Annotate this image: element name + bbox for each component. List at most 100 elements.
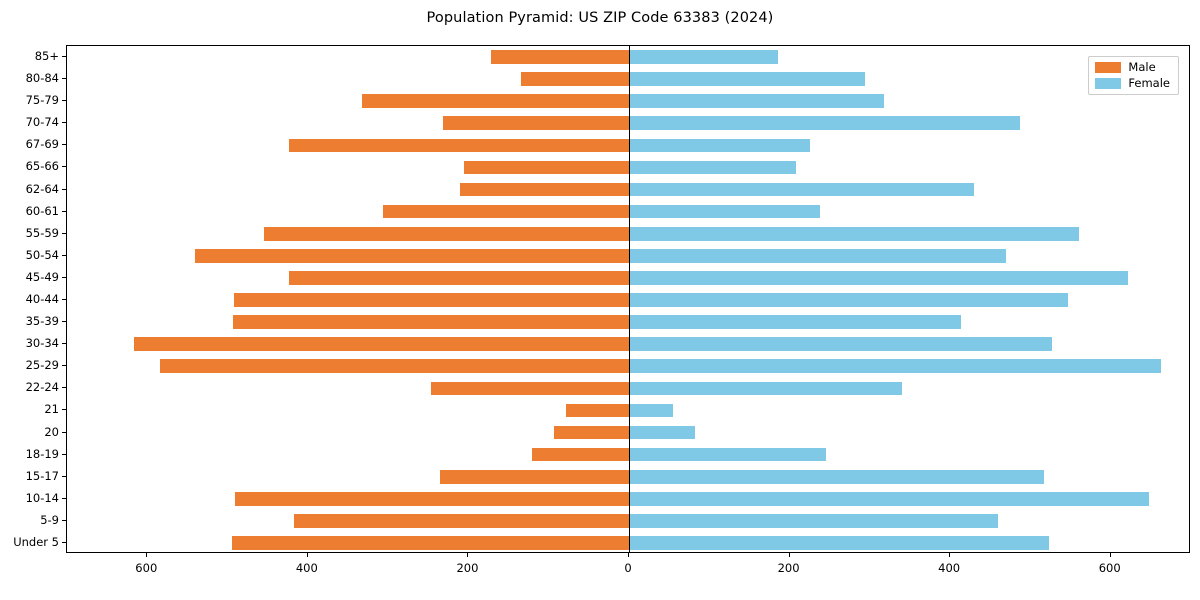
y-axis-tick bbox=[62, 122, 66, 124]
bar-female-85- bbox=[629, 50, 778, 64]
y-axis-tick bbox=[62, 166, 66, 168]
y-axis-tick bbox=[62, 431, 66, 433]
bar-female-60-61 bbox=[629, 204, 821, 219]
y-axis-label-21: 21 bbox=[44, 402, 59, 417]
bar-female-10-14 bbox=[629, 491, 1150, 506]
chart-title: Population Pyramid: US ZIP Code 63383 (2… bbox=[426, 10, 774, 26]
bar-female-70-74 bbox=[629, 116, 1020, 131]
legend-item-female[interactable]: Female bbox=[1095, 77, 1170, 90]
y-axis-label-65-66: 65-66 bbox=[25, 159, 59, 174]
bar-female-30-34 bbox=[629, 337, 1053, 351]
bar-male-18-19 bbox=[531, 447, 629, 462]
y-axis-label-70-74: 70-74 bbox=[25, 115, 59, 130]
pyramid-row bbox=[67, 271, 1189, 285]
pyramid-row bbox=[67, 447, 1189, 462]
y-axis-label-67-69: 67-69 bbox=[25, 137, 59, 152]
bar-male-50-54 bbox=[194, 248, 629, 263]
y-axis-tick bbox=[62, 409, 66, 411]
x-axis-tick bbox=[1109, 553, 1111, 557]
x-axis-label: 600 bbox=[135, 561, 158, 575]
bar-male-55-59 bbox=[263, 226, 629, 241]
y-axis-label-5-9: 5-9 bbox=[40, 512, 59, 527]
legend-swatch-male bbox=[1095, 62, 1122, 74]
y-axis-tick bbox=[62, 497, 66, 499]
zero-axis-line bbox=[629, 46, 631, 552]
bar-male-75-79 bbox=[361, 94, 629, 109]
bar-male-21 bbox=[566, 403, 629, 418]
legend-item-male[interactable]: Male bbox=[1095, 61, 1170, 74]
bar-male-80-84 bbox=[520, 72, 629, 86]
x-axis-label: 200 bbox=[456, 561, 479, 575]
y-axis-label-45-49: 45-49 bbox=[25, 269, 59, 284]
pyramid-row bbox=[67, 116, 1189, 131]
y-axis-tick bbox=[62, 56, 66, 58]
y-axis-tick bbox=[62, 188, 66, 190]
y-axis-label-30-34: 30-34 bbox=[25, 336, 59, 351]
y-axis-label-80-84: 80-84 bbox=[25, 71, 59, 86]
pyramid-row bbox=[67, 425, 1189, 440]
bar-male-25-29 bbox=[160, 359, 629, 374]
plot-inner bbox=[67, 46, 1189, 552]
pyramid-row bbox=[67, 94, 1189, 109]
bar-male-62-64 bbox=[459, 182, 629, 197]
y-axis-tick bbox=[62, 276, 66, 278]
pyramid-row bbox=[67, 72, 1189, 86]
y-axis-label-60-61: 60-61 bbox=[25, 203, 59, 218]
bar-male-30-34 bbox=[134, 337, 629, 351]
bar-male-20 bbox=[553, 425, 629, 440]
bar-female-20 bbox=[629, 425, 695, 440]
plot-area: Male Female bbox=[66, 45, 1190, 553]
y-axis-tick bbox=[62, 100, 66, 102]
bar-male-60-61 bbox=[382, 204, 629, 219]
pyramid-row bbox=[67, 469, 1189, 484]
x-axis-label: 400 bbox=[938, 561, 961, 575]
x-axis-tick bbox=[949, 553, 951, 557]
y-axis-tick bbox=[62, 475, 66, 477]
y-axis-tick bbox=[62, 299, 66, 300]
y-axis-label-15-17: 15-17 bbox=[25, 468, 59, 483]
y-axis-label-35-39: 35-39 bbox=[25, 314, 59, 329]
y-axis-label-20: 20 bbox=[44, 424, 59, 439]
y-axis-tick bbox=[62, 144, 66, 146]
y-axis-tick bbox=[62, 453, 66, 455]
x-axis-label: 400 bbox=[295, 561, 318, 575]
bar-female-25-29 bbox=[629, 359, 1162, 374]
bar-male-5-9 bbox=[294, 514, 629, 528]
bar-male-22-24 bbox=[431, 381, 629, 396]
pyramid-row bbox=[67, 315, 1189, 329]
bar-female-5-9 bbox=[629, 514, 999, 528]
bar-male-under-5 bbox=[231, 536, 629, 550]
bar-male-67-69 bbox=[289, 138, 629, 153]
bar-female-55-59 bbox=[629, 226, 1079, 241]
y-axis-tick bbox=[62, 541, 66, 543]
x-axis-tick bbox=[467, 553, 469, 557]
y-axis-tick bbox=[62, 254, 66, 256]
x-axis-tick bbox=[628, 553, 629, 557]
bar-female-67-69 bbox=[629, 138, 810, 153]
y-axis-label-50-54: 50-54 bbox=[25, 247, 59, 262]
x-axis-label: 600 bbox=[1098, 561, 1121, 575]
x-axis-tick bbox=[146, 553, 148, 557]
chart-legend: Male Female bbox=[1088, 56, 1179, 95]
bar-male-65-66 bbox=[464, 160, 629, 175]
bar-female-80-84 bbox=[629, 72, 866, 86]
pyramid-row bbox=[67, 160, 1189, 175]
bar-female-65-66 bbox=[629, 160, 796, 175]
bar-male-85- bbox=[490, 50, 629, 64]
y-axis-tick bbox=[62, 321, 66, 323]
bar-female-under-5 bbox=[629, 536, 1049, 550]
bar-male-40-44 bbox=[233, 293, 629, 307]
x-axis-tick bbox=[788, 553, 790, 557]
y-axis-tick bbox=[62, 210, 66, 212]
pyramid-row bbox=[67, 248, 1189, 263]
y-axis-tick bbox=[62, 365, 66, 367]
pyramid-row bbox=[67, 403, 1189, 418]
legend-swatch-female bbox=[1095, 77, 1122, 89]
y-axis-tick bbox=[62, 78, 66, 80]
y-axis-label-18-19: 18-19 bbox=[25, 446, 59, 461]
bar-female-15-17 bbox=[629, 469, 1045, 484]
x-axis-label: 0 bbox=[624, 561, 632, 575]
y-axis-tick bbox=[62, 232, 66, 234]
pyramid-row bbox=[67, 536, 1189, 550]
pyramid-row bbox=[67, 491, 1189, 506]
